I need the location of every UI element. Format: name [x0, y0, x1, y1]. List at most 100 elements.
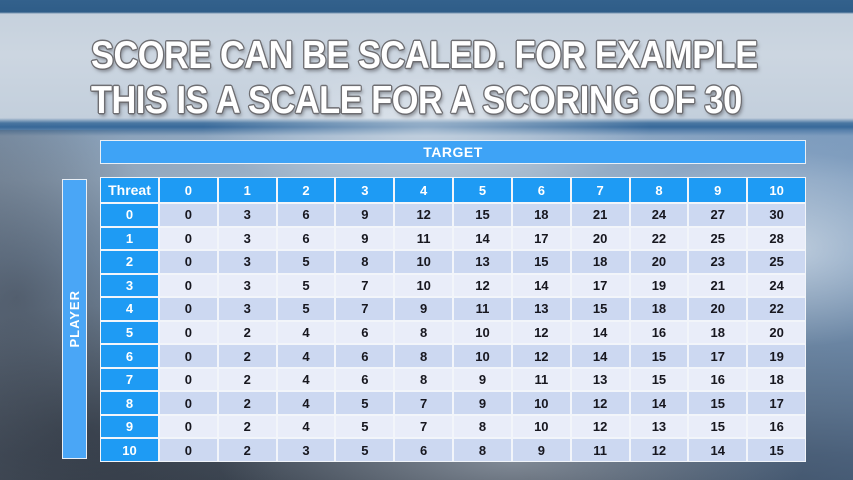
- score-cell: 20: [630, 251, 688, 273]
- threat-row-header: 9: [101, 415, 158, 438]
- score-cell: 28: [748, 227, 805, 250]
- score-cell: 17: [571, 274, 629, 297]
- target-column-header: 4: [395, 178, 453, 202]
- score-cell: 8: [336, 251, 394, 273]
- score-cell: 6: [336, 321, 394, 344]
- score-cell: 25: [748, 251, 805, 273]
- target-column-header: 9: [689, 178, 747, 202]
- score-cell: 15: [689, 415, 747, 438]
- player-group-header: PLAYER: [62, 179, 87, 459]
- threat-row-header: 8: [101, 392, 158, 414]
- score-cell: 3: [218, 227, 276, 250]
- score-table: Threat 0 1 2 3 4 5 6 7 8 9 10 0 0 3 6 9 12 15 18 21 24 27 30 1 0 3…: [100, 177, 806, 462]
- score-cell: 10: [512, 392, 570, 414]
- score-cell: 15: [512, 251, 570, 273]
- score-cell: 20: [571, 227, 629, 250]
- score-cell: 8: [454, 415, 511, 438]
- score-cell: 7: [336, 274, 394, 297]
- score-cell: 18: [630, 298, 688, 320]
- score-cell: 18: [512, 204, 570, 226]
- score-cell: 23: [689, 251, 747, 273]
- score-cell: 25: [689, 227, 747, 250]
- score-cell: 0: [160, 251, 217, 273]
- score-cell: 22: [630, 227, 688, 250]
- score-cell: 17: [689, 345, 747, 367]
- score-cell: 5: [277, 298, 335, 320]
- score-cell: 20: [748, 321, 805, 344]
- score-cell: 7: [336, 298, 394, 320]
- score-cell: 18: [689, 321, 747, 344]
- score-cell: 15: [571, 298, 629, 320]
- score-cell: 3: [218, 251, 276, 273]
- score-cell: 12: [512, 321, 570, 344]
- score-cell: 12: [454, 274, 511, 297]
- score-cell: 4: [277, 415, 335, 438]
- target-column-header: 3: [336, 178, 394, 202]
- score-cell: 15: [630, 368, 688, 391]
- player-group-header-label: PLAYER: [67, 290, 82, 348]
- score-cell: 3: [218, 274, 276, 297]
- threat-row-header: 5: [101, 321, 158, 344]
- score-cell: 15: [748, 439, 805, 461]
- score-cell: 11: [454, 298, 511, 320]
- score-cell: 14: [512, 274, 570, 297]
- score-cell: 9: [512, 439, 570, 461]
- score-cell: 15: [454, 204, 511, 226]
- score-cell: 17: [512, 227, 570, 250]
- score-cell: 6: [277, 227, 335, 250]
- target-column-header: 10: [748, 178, 805, 202]
- score-cell: 12: [630, 439, 688, 461]
- score-cell: 0: [160, 298, 217, 320]
- slide-title-line-1: SCORE CAN BE SCALED. FOR EXAMPLE: [91, 34, 758, 77]
- score-cell: 22: [748, 298, 805, 320]
- score-cell: 9: [454, 392, 511, 414]
- target-column-header: 7: [571, 178, 629, 202]
- score-cell: 5: [336, 415, 394, 438]
- threat-row-header: 6: [101, 345, 158, 367]
- score-cell: 12: [512, 345, 570, 367]
- score-cell: 4: [277, 321, 335, 344]
- score-cell: 5: [336, 439, 394, 461]
- target-group-header: TARGET: [100, 140, 806, 164]
- target-column-header: 6: [512, 178, 570, 202]
- score-cell: 7: [395, 415, 453, 438]
- score-cell: 0: [160, 227, 217, 250]
- score-cell: 6: [336, 345, 394, 367]
- threat-row-header: 1: [101, 227, 158, 250]
- score-cell: 16: [630, 321, 688, 344]
- score-cell: 5: [277, 274, 335, 297]
- score-cell: 18: [571, 251, 629, 273]
- threat-corner-cell: Threat: [101, 178, 158, 202]
- score-cell: 0: [160, 345, 217, 367]
- score-cell: 27: [689, 204, 747, 226]
- score-cell: 11: [571, 439, 629, 461]
- score-cell: 21: [689, 274, 747, 297]
- score-cell: 5: [336, 392, 394, 414]
- score-cell: 14: [454, 227, 511, 250]
- target-group-header-label: TARGET: [423, 144, 483, 160]
- score-cell: 9: [395, 298, 453, 320]
- score-cell: 12: [571, 392, 629, 414]
- score-cell: 19: [630, 274, 688, 297]
- score-cell: 14: [630, 392, 688, 414]
- score-cell: 6: [277, 204, 335, 226]
- score-cell: 10: [395, 274, 453, 297]
- threat-row-header: 0: [101, 204, 158, 226]
- score-cell: 30: [748, 204, 805, 226]
- threat-row-header: 4: [101, 298, 158, 320]
- score-cell: 3: [218, 298, 276, 320]
- score-cell: 14: [571, 321, 629, 344]
- score-cell: 19: [748, 345, 805, 367]
- score-cell: 8: [395, 345, 453, 367]
- score-cell: 7: [395, 392, 453, 414]
- score-cell: 9: [454, 368, 511, 391]
- score-cell: 15: [689, 392, 747, 414]
- score-cell: 24: [748, 274, 805, 297]
- slide-title-line-2: THIS IS A SCALE FOR A SCORING OF 30: [91, 79, 742, 122]
- score-cell: 9: [336, 204, 394, 226]
- score-cell: 14: [571, 345, 629, 367]
- score-cell: 16: [748, 415, 805, 438]
- score-cell: 13: [512, 298, 570, 320]
- score-cell: 0: [160, 321, 217, 344]
- score-cell: 10: [512, 415, 570, 438]
